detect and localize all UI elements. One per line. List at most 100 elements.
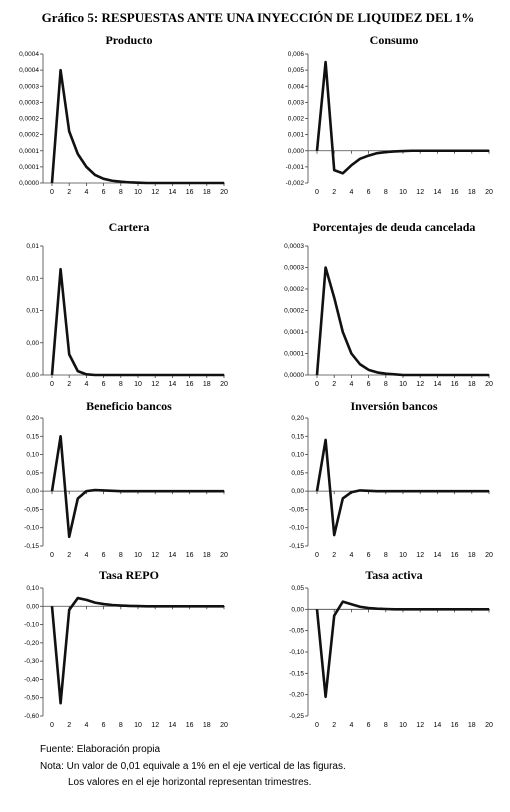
line (50, 267, 224, 377)
y-tick-label: 0,0003 (19, 83, 39, 90)
x-tick-label: 20 (485, 552, 493, 559)
x-tick-label: 6 (102, 722, 106, 729)
x-tick-label: 18 (468, 189, 476, 196)
x-tick-label: 16 (451, 189, 459, 196)
y-tick-label: -0,20 (289, 692, 304, 699)
y-tick-label: -0,30 (24, 658, 39, 665)
x-tick-label: 20 (485, 722, 493, 729)
x-tick-label: 18 (468, 381, 476, 388)
line (315, 600, 489, 699)
y-tick-label: 0,00 (26, 603, 39, 610)
y-tick-label: -0,002 (286, 180, 305, 187)
chart-title: Porcentajes de deuda cancelada (313, 220, 476, 234)
x-tick-label: 10 (134, 552, 142, 559)
x-tick-label: 4 (84, 722, 88, 729)
y-tick-label: 0,001 (288, 132, 305, 139)
y-tick-label: 0,0004 (19, 67, 39, 74)
y-tick-label: 0,002 (288, 116, 305, 123)
note: Nota: Un valor de 0,01 equivale a 1% en … (40, 761, 346, 772)
y-tick-label: 0,0001 (284, 351, 304, 358)
x-tick-label: 14 (169, 552, 177, 559)
x-tick-label: 6 (102, 189, 106, 196)
x-tick-label: 16 (186, 552, 194, 559)
y-tick-label: 0,0001 (19, 164, 39, 171)
y-tick-label: 0,003 (288, 99, 305, 106)
x-tick-label: 16 (186, 189, 194, 196)
y-tick-label: 0,005 (288, 67, 305, 74)
x-tick-label: 0 (315, 722, 319, 729)
y-tick-label: 0,0000 (19, 180, 39, 187)
line (50, 68, 224, 185)
y-tick-label: -0,05 (289, 628, 304, 635)
y-tick-label: 0,004 (288, 83, 305, 90)
y-tick-label: -0,10 (24, 525, 39, 532)
x-tick-label: 14 (434, 722, 442, 729)
x-tick-label: 0 (315, 552, 319, 559)
x-tick-label: 2 (332, 381, 336, 388)
x-tick-label: 10 (399, 552, 407, 559)
y-tick-label: 0,0001 (284, 329, 304, 336)
x-tick-label: 20 (220, 189, 228, 196)
x-tick-label: 8 (384, 552, 388, 559)
chart-title: Inversión bancos (350, 399, 437, 413)
x-tick-label: 18 (203, 381, 211, 388)
y-tick-label: 0,20 (291, 415, 304, 422)
x-tick-label: 0 (315, 381, 319, 388)
x-tick-label: 12 (151, 722, 159, 729)
y-tick-label: -0,15 (289, 670, 304, 677)
x-tick-label: 14 (169, 189, 177, 196)
x-tick-label: 12 (416, 381, 424, 388)
x-tick-label: 10 (399, 381, 407, 388)
x-tick-label: 20 (220, 722, 228, 729)
x-tick-label: 6 (102, 552, 106, 559)
x-tick-label: 8 (384, 722, 388, 729)
x-tick-label: 8 (384, 189, 388, 196)
x-tick-label: 10 (399, 722, 407, 729)
y-tick-label: 0,00 (26, 372, 39, 379)
x-tick-label: 0 (50, 552, 54, 559)
x-tick-label: 8 (384, 381, 388, 388)
x-tick-label: 12 (151, 189, 159, 196)
y-tick-label: 0,05 (291, 470, 304, 477)
y-tick-label: 0,01 (26, 308, 39, 315)
x-tick-label: 8 (119, 381, 123, 388)
x-tick-label: 2 (67, 552, 71, 559)
x-tick-label: 2 (67, 189, 71, 196)
x-tick-label: 12 (416, 189, 424, 196)
chart-title: Beneficio bancos (86, 399, 172, 413)
x-tick-label: 2 (332, 189, 336, 196)
x-tick-label: 12 (416, 722, 424, 729)
y-tick-label: -0,40 (24, 676, 39, 683)
y-tick-label: 0,0003 (284, 265, 304, 272)
y-tick-label: 0,01 (26, 275, 39, 282)
y-tick-label: 0,10 (26, 452, 39, 459)
chart-title: Producto (105, 33, 152, 47)
x-tick-label: 12 (151, 552, 159, 559)
y-tick-label: -0,50 (24, 695, 39, 702)
y-tick-label: 0,10 (291, 452, 304, 459)
y-tick-label: 0,15 (291, 433, 304, 440)
x-tick-label: 18 (203, 722, 211, 729)
x-tick-label: 2 (67, 722, 71, 729)
y-tick-label: 0,00 (26, 488, 39, 495)
x-tick-label: 10 (399, 189, 407, 196)
x-tick-label: 14 (169, 722, 177, 729)
chart-title: Tasa REPO (99, 568, 159, 582)
y-tick-label: -0,10 (24, 622, 39, 629)
y-tick-label: -0,10 (289, 525, 304, 532)
y-tick-label: 0,00 (26, 340, 39, 347)
y-tick-label: -0,20 (24, 640, 39, 647)
x-tick-label: 18 (468, 722, 476, 729)
x-tick-label: 6 (367, 381, 371, 388)
y-tick-label: 0,0003 (19, 99, 39, 106)
y-tick-label: -0,25 (289, 713, 304, 720)
x-tick-label: 18 (203, 552, 211, 559)
y-tick-label: -0,001 (286, 164, 305, 171)
x-tick-label: 12 (416, 552, 424, 559)
y-tick-label: -0,10 (289, 649, 304, 656)
x-tick-label: 20 (220, 552, 228, 559)
y-tick-label: 0,0001 (19, 148, 39, 155)
x-tick-label: 20 (485, 381, 493, 388)
chart-title: Consumo (370, 33, 419, 47)
y-tick-label: 0,00 (291, 606, 304, 613)
